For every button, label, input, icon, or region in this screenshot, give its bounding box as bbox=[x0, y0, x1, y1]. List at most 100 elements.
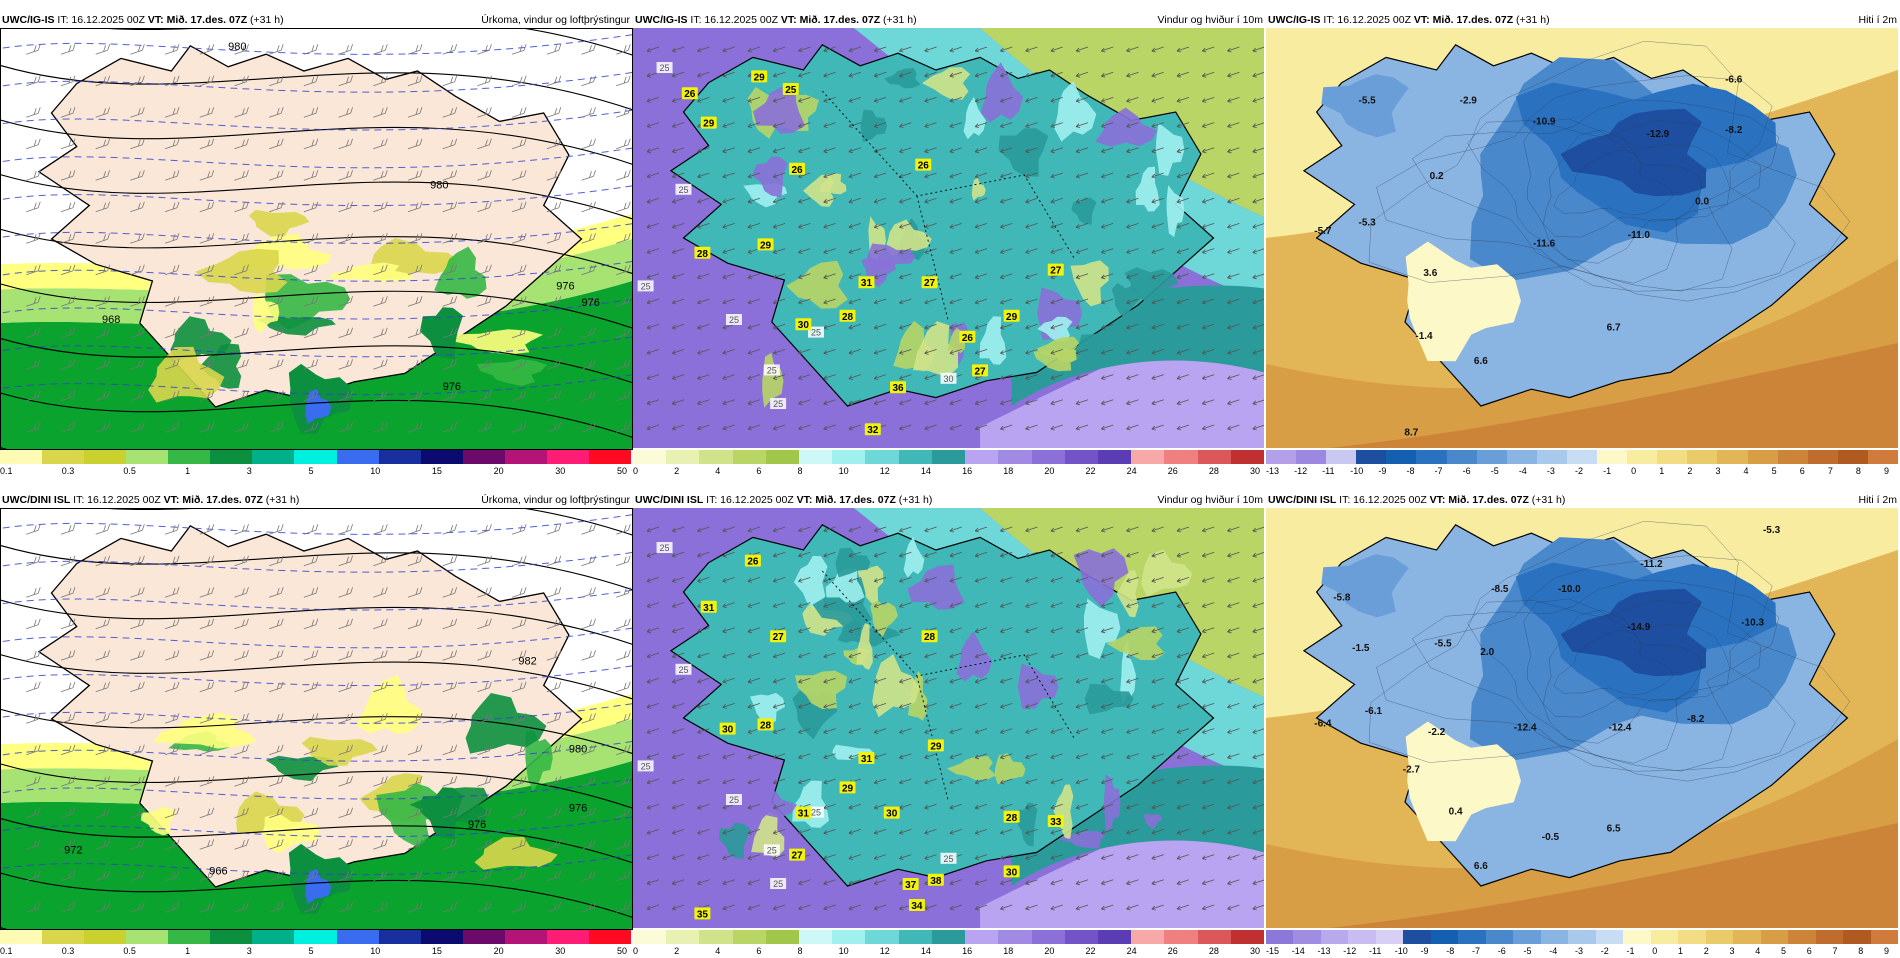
lead-time: (+31 h) bbox=[1528, 494, 1566, 506]
colorbar-swatch bbox=[1566, 450, 1598, 464]
pressure-label: 976 bbox=[443, 381, 461, 393]
gust-area-label: 25 bbox=[770, 878, 787, 889]
svg-text:30: 30 bbox=[886, 809, 898, 820]
colorbar-tick: 4 bbox=[715, 466, 721, 476]
temperature-label: 0.2 bbox=[1430, 171, 1444, 182]
lead-time: (+31 h) bbox=[1513, 14, 1550, 26]
colorbar-swatch bbox=[84, 930, 127, 944]
colorbar-swatch bbox=[1064, 450, 1099, 464]
run-info: UWC/DINI ISL IT: 16.12.2025 00Z VT: Mið.… bbox=[1268, 492, 1565, 508]
colorbar-tick: 30 bbox=[555, 466, 566, 476]
temperature-label: -2.9 bbox=[1460, 96, 1478, 107]
colorbar-tick: 3 bbox=[246, 946, 252, 956]
svg-text:25: 25 bbox=[729, 795, 739, 805]
colorbar-tick: -7 bbox=[1434, 466, 1443, 476]
colorbar-swatch bbox=[1430, 930, 1459, 944]
colorbar-swatch bbox=[666, 930, 700, 944]
temperature-label: -6.1 bbox=[1365, 706, 1383, 717]
colorbar-tick: 0.5 bbox=[123, 466, 136, 476]
model-name: UWC/DINI ISL bbox=[2, 494, 71, 506]
colorbar-swatch bbox=[420, 450, 464, 464]
colorbar-swatch bbox=[1513, 930, 1542, 944]
wind-barbs bbox=[26, 524, 631, 913]
svg-text:31: 31 bbox=[703, 603, 715, 614]
lead-time: (+31 h) bbox=[895, 494, 933, 506]
svg-text:25: 25 bbox=[729, 315, 739, 325]
colorbar-tick: 8 bbox=[1855, 466, 1861, 476]
colorbar-swatch bbox=[1867, 450, 1899, 464]
temperature-label: 0.4 bbox=[1449, 807, 1463, 818]
svg-text:26: 26 bbox=[791, 165, 803, 176]
svg-text:28: 28 bbox=[1006, 813, 1018, 824]
colorbar-swatch bbox=[252, 450, 295, 464]
colorbar-swatch bbox=[931, 450, 966, 464]
map-view[interactable]: -5.3 -5.8 -8.5 -10.0 -11.2 -14.9 -10.3 -1.5 -5.5… bbox=[1266, 508, 1898, 928]
model-name: UWC/DINI ISL bbox=[635, 494, 704, 506]
wind-panel: UWC/DINI ISL IT: 16.12.2025 00Z VT: Mið.… bbox=[633, 492, 1266, 958]
colorbar-swatch bbox=[633, 930, 667, 944]
colorbar-tick: 24 bbox=[1126, 946, 1137, 956]
map-view[interactable]: 25 25 25 25 25 25 25 25 26 31 27 28 30 28 31 29 29 31 30 27… bbox=[633, 508, 1264, 928]
colorbar-tick: 50 bbox=[617, 466, 628, 476]
colorbar-tick: -7 bbox=[1472, 946, 1481, 956]
colorbar-tick: 15 bbox=[431, 466, 442, 476]
temperature-label: -12.4 bbox=[1514, 723, 1537, 734]
temperature-label: -10.3 bbox=[1741, 618, 1764, 629]
model-name: UWC/IG-IS bbox=[1268, 14, 1321, 26]
temperature-label: -5.8 bbox=[1333, 592, 1351, 603]
colorbar-tick: -6 bbox=[1462, 466, 1471, 476]
max-gust-label: 31 bbox=[858, 752, 875, 765]
colorbar-tick: -12 bbox=[1343, 946, 1357, 956]
map-view[interactable]: 982 980 976 976 972 966 bbox=[0, 508, 633, 930]
temperature-label: 6.7 bbox=[1607, 322, 1621, 333]
svg-text:25: 25 bbox=[773, 879, 783, 889]
colorbar-swatch bbox=[210, 450, 253, 464]
svg-text:28: 28 bbox=[842, 312, 854, 323]
colorbar-swatch bbox=[1097, 930, 1132, 944]
colorbar-tick: 26 bbox=[1167, 466, 1178, 476]
colorbar-tick: 24 bbox=[1126, 466, 1137, 476]
max-gust-label: 28 bbox=[839, 309, 856, 323]
init-time: IT: 16.12.2025 00Z bbox=[70, 494, 164, 506]
colorbar-tick: -11 bbox=[1322, 466, 1335, 476]
colorbar-tick: -3 bbox=[1575, 946, 1584, 956]
colorbar-tick: 20 bbox=[493, 466, 504, 476]
colorbar-tick: 5 bbox=[308, 466, 314, 476]
lead-time: (+31 h) bbox=[247, 14, 284, 26]
svg-text:27: 27 bbox=[974, 366, 986, 377]
colorbar-swatch bbox=[1293, 930, 1322, 944]
colorbar-tick: -4 bbox=[1549, 946, 1558, 956]
colorbar-swatch bbox=[420, 930, 464, 944]
svg-text:25: 25 bbox=[641, 281, 651, 291]
colorbar-tick: 30 bbox=[1250, 466, 1261, 476]
colorbar-swatch bbox=[1843, 930, 1871, 944]
colorbar-swatch bbox=[965, 930, 999, 944]
temperature-label: -5.7 bbox=[1314, 226, 1332, 237]
max-gust-label: 29 bbox=[839, 781, 856, 794]
gust-area-label: 25 bbox=[675, 183, 692, 195]
colorbar-tick: 3 bbox=[246, 466, 252, 476]
gust-area-label: 25 bbox=[725, 314, 742, 325]
colorbar-swatch bbox=[1031, 930, 1066, 944]
panel-title: Vindur og hviður í 10m bbox=[1157, 494, 1263, 506]
temperature-label: -5.5 bbox=[1359, 96, 1377, 107]
svg-text:30: 30 bbox=[722, 725, 734, 736]
max-gust-label: 29 bbox=[757, 238, 774, 251]
max-gust-label: 31 bbox=[700, 600, 717, 614]
map-view[interactable]: -5.5 -2.9 -6.6 -10.9 -12.9 -8.2 0.2 -5.3 -5.7 -11… bbox=[1266, 28, 1898, 448]
max-gust-label: 33 bbox=[1047, 815, 1064, 828]
colorbar-swatch bbox=[504, 450, 548, 464]
max-gust-label: 31 bbox=[795, 806, 812, 820]
colorbar-swatch bbox=[126, 450, 169, 464]
colorbar-swatch bbox=[0, 930, 43, 944]
colorbar-swatch bbox=[1623, 930, 1652, 944]
temperature-label: 3.6 bbox=[1423, 268, 1437, 279]
colorbar-swatch bbox=[294, 930, 338, 944]
colorbar-swatch bbox=[732, 450, 767, 464]
temperature-label: 6.5 bbox=[1607, 823, 1621, 834]
colorbar-tick: 7 bbox=[1832, 946, 1838, 956]
colorbar-swatch bbox=[1197, 450, 1232, 464]
svg-text:29: 29 bbox=[754, 72, 766, 83]
map-view[interactable]: 25 25 25 25 25 25 30 25 26 29 25 29 26 26 28 29 31 27 30 28… bbox=[633, 28, 1264, 448]
map-view[interactable]: 980 980 976 976 968 976 bbox=[0, 28, 633, 450]
